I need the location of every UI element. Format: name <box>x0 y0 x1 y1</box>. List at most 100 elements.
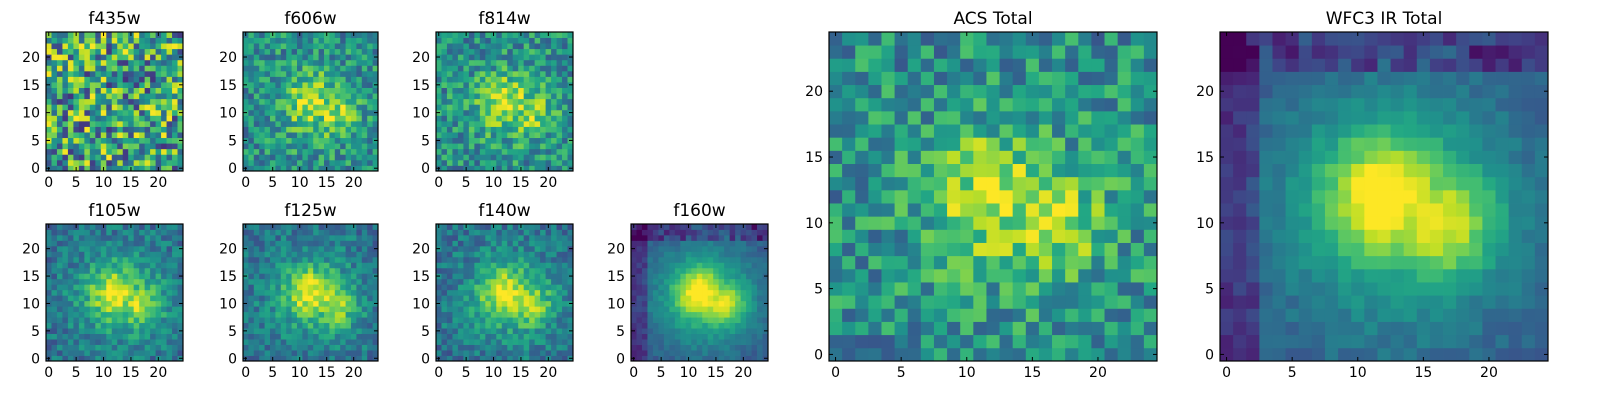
heatmap-cell <box>636 300 643 307</box>
heatmap-cell <box>762 267 769 274</box>
heatmap-cell <box>372 143 379 150</box>
heatmap-cell <box>556 240 563 247</box>
heatmap-cell <box>441 65 448 72</box>
heatmap-cell <box>122 54 129 61</box>
heatmap-cell <box>78 76 85 83</box>
heatmap-cell <box>512 284 519 291</box>
heatmap-cell <box>351 278 357 285</box>
heatmap-cell <box>529 115 536 122</box>
heatmap-cell <box>652 240 659 247</box>
heatmap-cell <box>270 344 276 351</box>
heatmap-cell <box>729 328 736 334</box>
heatmap-cell <box>647 295 654 302</box>
heatmap-cell <box>318 295 325 302</box>
heatmap-cell <box>361 267 368 274</box>
heatmap-cell <box>46 98 52 105</box>
heatmap-cell <box>324 234 330 241</box>
heatmap-cell <box>534 126 541 133</box>
heatmap-cell <box>762 229 769 236</box>
heatmap-cell <box>155 306 162 313</box>
heatmap-cell <box>562 328 568 334</box>
heatmap-cell <box>696 278 703 285</box>
heatmap-cell <box>735 256 741 263</box>
heatmap-cell <box>270 322 276 329</box>
heatmap-cell <box>512 148 519 155</box>
heatmap-cell <box>243 240 249 247</box>
heatmap-cell <box>485 267 492 274</box>
heatmap-cell <box>556 300 563 307</box>
heatmap-cell <box>166 165 173 172</box>
heatmap-cell <box>1012 255 1027 270</box>
heatmap-cell <box>468 333 475 340</box>
heatmap-cell <box>691 350 698 356</box>
heatmap-cell <box>259 273 265 280</box>
heatmap-cell <box>73 245 80 252</box>
heatmap-cell <box>345 32 352 38</box>
heatmap-cell <box>367 43 373 50</box>
heatmap-cell <box>1117 176 1132 191</box>
heatmap-cell <box>117 251 124 258</box>
heatmap-cell <box>351 115 357 122</box>
heatmap-cell <box>501 317 508 324</box>
heatmap-cell <box>468 256 475 263</box>
heatmap-cell <box>78 70 85 77</box>
heatmap-cell <box>881 216 895 230</box>
heatmap-cell <box>540 300 546 307</box>
heatmap-cell <box>95 344 102 351</box>
heatmap-cell <box>490 87 497 94</box>
heatmap-cell <box>631 251 637 258</box>
heatmap-cell <box>762 256 769 263</box>
heatmap-cell <box>128 70 135 77</box>
heatmap-cell <box>345 306 352 313</box>
heatmap-cell <box>556 70 563 77</box>
heatmap-cell <box>436 333 442 340</box>
heatmap-cell <box>367 59 373 66</box>
heatmap-cell <box>340 256 346 263</box>
heatmap-cell <box>361 165 368 172</box>
heatmap-cell <box>280 154 287 161</box>
heatmap-cell <box>161 93 167 100</box>
heatmap-cell <box>501 350 508 356</box>
heatmap-cell <box>302 93 309 100</box>
heatmap-cell <box>248 109 255 116</box>
heatmap-cell <box>361 54 368 61</box>
heatmap-cell <box>122 93 129 100</box>
heatmap-cell <box>658 344 665 351</box>
heatmap-cells <box>46 32 184 172</box>
heatmap-cell <box>243 229 249 236</box>
heatmap-cell <box>84 126 91 133</box>
heatmap-cell <box>106 126 113 133</box>
heatmap-cell <box>1091 203 1105 217</box>
heatmap-cell <box>302 251 309 258</box>
heatmap-cell <box>78 159 85 166</box>
heatmap-cell <box>117 311 124 318</box>
heatmap-cell <box>117 82 124 88</box>
heatmap-cell <box>485 240 492 247</box>
heatmap-cell <box>713 251 720 258</box>
heatmap-cell <box>78 109 85 116</box>
heatmap-cell <box>452 273 459 280</box>
heatmap-cell <box>133 159 140 166</box>
heatmap-cell <box>351 104 357 111</box>
y-tick-label: 15 <box>412 78 430 94</box>
heatmap-cell <box>155 256 162 263</box>
heatmap-cell <box>567 240 574 247</box>
heatmap-cell <box>534 224 541 230</box>
heatmap-cell <box>556 311 563 318</box>
heatmap-cell <box>512 137 519 144</box>
heatmap-cell <box>674 289 681 296</box>
heatmap-cell <box>106 251 113 258</box>
heatmap-cell <box>529 109 536 116</box>
heatmap-cell <box>286 234 292 241</box>
heatmap-cell <box>518 284 525 291</box>
heatmap-cell <box>545 251 552 258</box>
heatmap-cell <box>523 328 530 334</box>
heatmap-cell <box>95 229 102 236</box>
heatmap-cell <box>259 256 265 263</box>
heatmap-cell <box>248 76 255 83</box>
heatmap-cell <box>62 65 69 72</box>
heatmap-cell <box>740 344 747 351</box>
heatmap-cell <box>67 165 74 172</box>
heatmap-cell <box>150 104 156 111</box>
heatmap-cell <box>707 339 714 345</box>
